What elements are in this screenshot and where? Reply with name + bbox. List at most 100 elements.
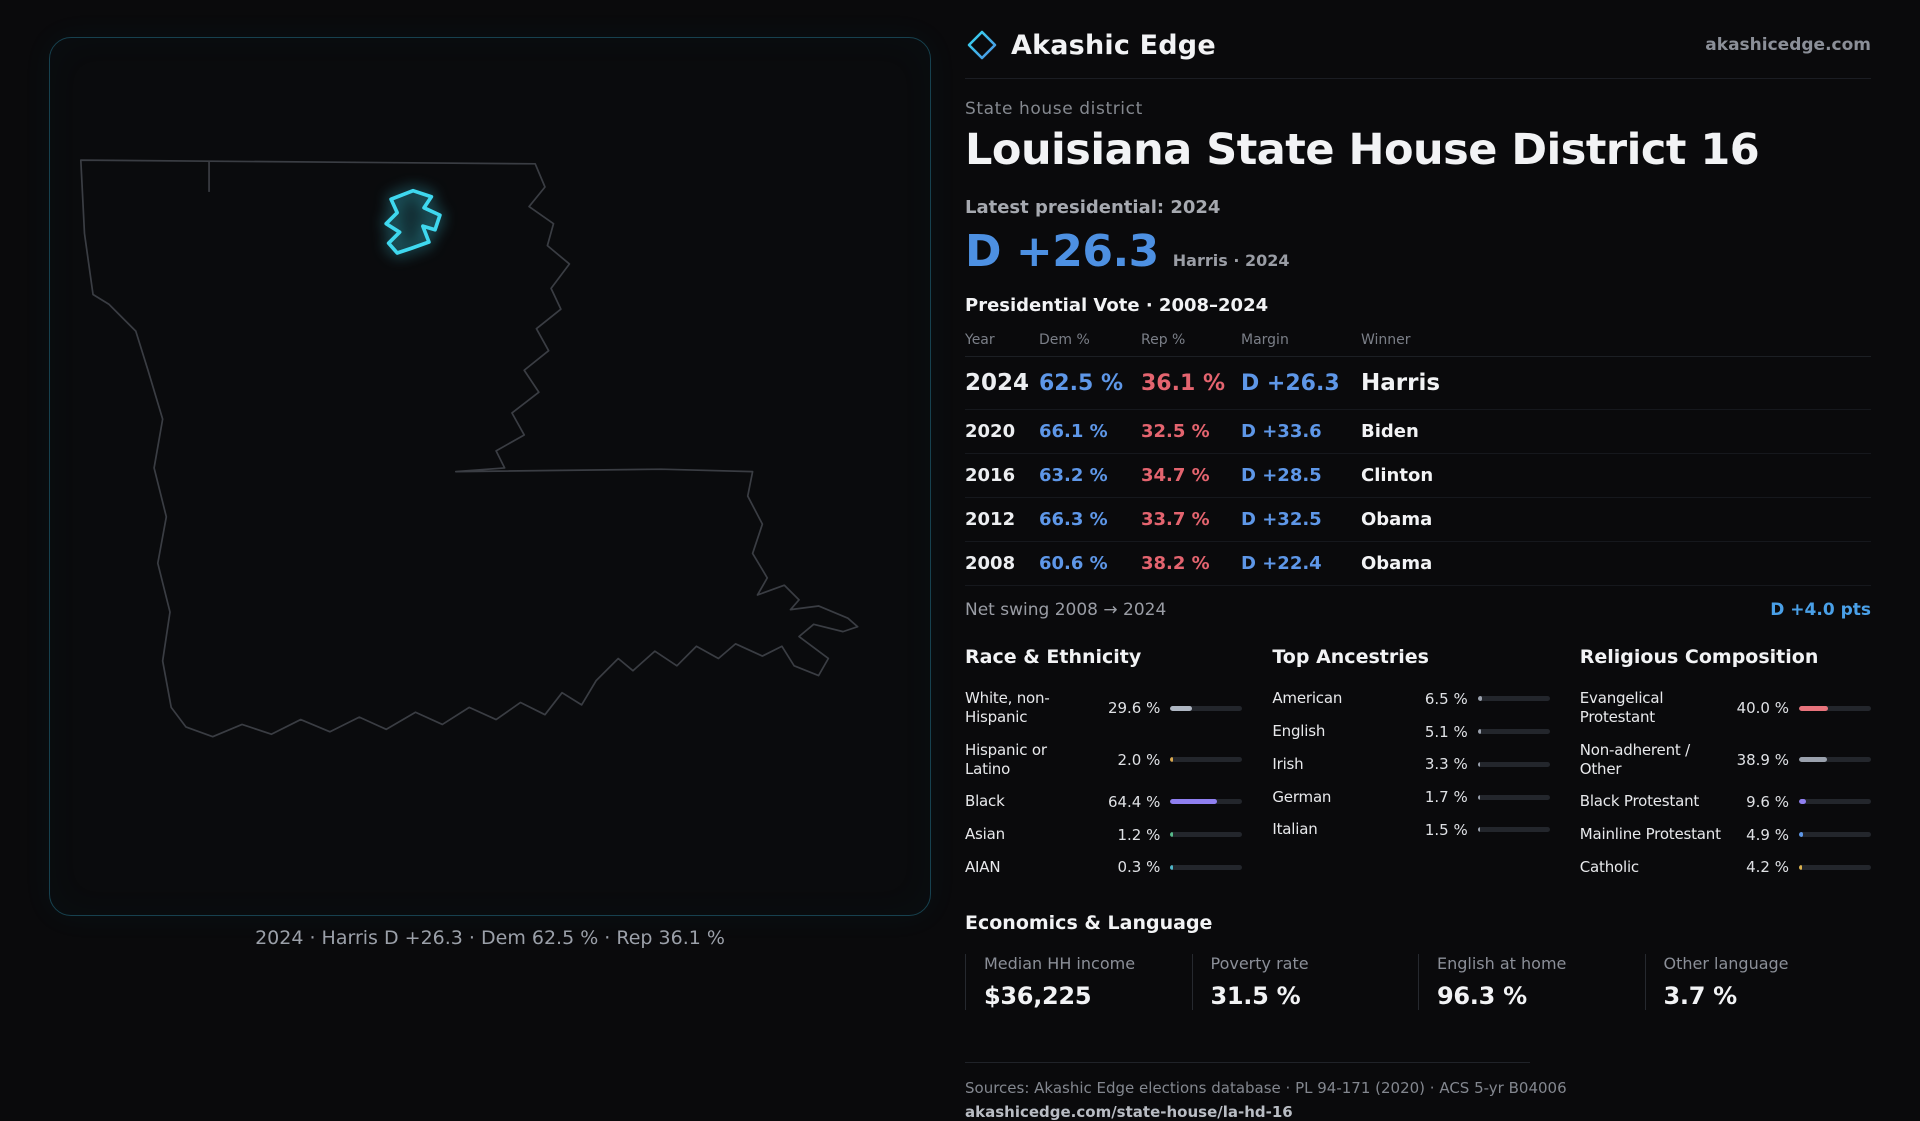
district-16-shape[interactable]: [384, 188, 442, 255]
demo-bar-track: [1170, 864, 1243, 870]
vote-table-header: Year Dem % Rep % Margin Winner: [965, 324, 1871, 358]
table-row-2016: 2016 63.2 % 34.7 % D +28.5 Clinton: [965, 454, 1871, 499]
headline-margin-value: D +26.3: [965, 226, 1159, 278]
cell-winner: Clinton: [1361, 465, 1434, 487]
demo-row: Mainline Protestant 4.9 %: [1580, 818, 1871, 851]
page-title: Louisiana State House District 16: [965, 125, 1760, 175]
stat-value: 96.3 %: [1437, 981, 1527, 1010]
demo-value: 64.4 %: [1107, 792, 1161, 811]
section-race-ethnicity: Race & Ethnicity White, non-Hispanic 29.…: [965, 634, 1243, 884]
vote-table-title: Presidential Vote · 2008–2024: [965, 295, 1269, 317]
demo-row: Non-adherent / Other 38.9 %: [1580, 734, 1871, 786]
demo-value: 9.6 %: [1746, 792, 1789, 811]
demo-value: 0.3 %: [1117, 858, 1161, 877]
footer-url-link[interactable]: akashicedge.com/state-house/la-hd-16: [965, 1102, 1293, 1121]
demo-row: Hispanic or Latino 2.0 %: [965, 734, 1243, 786]
demo-value: 6.5 %: [1424, 689, 1468, 708]
stat-value: $36,225: [984, 981, 1092, 1010]
cell-rep: 38.2 %: [1141, 553, 1210, 575]
section-religious-composition: Religious Composition Evangelical Protes…: [1580, 634, 1871, 883]
demo-label: American: [1272, 689, 1343, 708]
demo-bar-track: [1798, 832, 1871, 838]
demo-bar-track: [1170, 799, 1243, 805]
demo-row: American 6.5 %: [1272, 682, 1550, 715]
demo-bar-track: [1477, 761, 1550, 767]
cell-rep: 36.1 %: [1141, 371, 1225, 397]
demo-label: White, non-Hispanic: [965, 689, 1050, 727]
district-map-panel: [49, 37, 931, 916]
demo-bar-track: [1798, 799, 1871, 805]
district-type-label: State house district: [965, 99, 1143, 119]
cell-winner: Obama: [1361, 553, 1433, 575]
demo-label: Hispanic or Latino: [965, 740, 1047, 778]
cell-year: 2012: [965, 509, 1016, 531]
louisiana-map: [79, 159, 859, 738]
demo-bar-track: [1477, 794, 1550, 800]
demo-label: German: [1272, 787, 1332, 806]
demo-row: Asian 1.2 %: [965, 818, 1243, 851]
demo-label: Catholic: [1579, 857, 1639, 876]
demo-bar-fill: [1798, 864, 1802, 870]
demo-row: English 5.1 %: [1272, 715, 1550, 748]
economics-title: Economics & Language: [965, 911, 1213, 934]
demo-label: Non-adherent / Other: [1579, 740, 1690, 778]
cell-rep: 34.7 %: [1141, 465, 1210, 487]
demo-value: 1.2 %: [1117, 825, 1161, 844]
demo-row: Black 64.4 %: [965, 785, 1243, 818]
demo-value: 4.9 %: [1746, 825, 1789, 844]
demographics-grid: Race & Ethnicity White, non-Hispanic 29.…: [965, 634, 1871, 883]
vote-table: Year Dem % Rep % Margin Winner 2024 62.5…: [965, 324, 1871, 587]
cell-year: 2008: [965, 553, 1016, 575]
cell-margin: D +32.5: [1241, 509, 1322, 531]
demo-value: 2.0 %: [1117, 750, 1161, 769]
stat-other-language: Other language 3.7 %: [1644, 953, 1872, 1010]
stat-label: Other language: [1663, 953, 1789, 973]
net-swing-value: D +4.0 pts: [1770, 600, 1871, 621]
demo-bar-fill: [1170, 799, 1217, 805]
demo-value: 1.7 %: [1424, 788, 1468, 807]
cell-year: 2020: [965, 421, 1016, 443]
brand: Akashic Edge: [965, 28, 1216, 62]
section-top-ancestries: Top Ancestries American 6.5 % English 5.…: [1272, 634, 1550, 883]
demo-bar-track: [1170, 705, 1243, 711]
latest-presidential-label: Latest presidential: 2024: [965, 197, 1221, 219]
demo-label: English: [1272, 722, 1326, 741]
stat-median-hh-income: Median HH income $36,225: [965, 953, 1192, 1010]
cell-winner: Biden: [1361, 421, 1419, 443]
demo-label: Black: [965, 792, 1005, 811]
cell-dem: 66.1 %: [1039, 421, 1108, 443]
stat-poverty-rate: Poverty rate 31.5 %: [1191, 953, 1419, 1010]
stat-label: Poverty rate: [1210, 953, 1309, 973]
headline-margin-row: D +26.3 Harris · 2024: [965, 226, 1871, 277]
demo-bar-track: [1170, 832, 1243, 838]
demo-bar-track: [1477, 696, 1550, 702]
demo-value: 5.1 %: [1424, 722, 1468, 741]
demo-row: German 1.7 %: [1272, 781, 1550, 814]
demo-bar-fill: [1798, 757, 1827, 763]
demo-row: AIAN 0.3 %: [965, 851, 1243, 884]
brand-domain-link[interactable]: akashicedge.com: [1705, 35, 1871, 55]
demo-value: 1.5 %: [1424, 820, 1468, 839]
stat-label: English at home: [1437, 953, 1567, 973]
footer: Sources: Akashic Edge elections database…: [965, 1061, 1871, 1121]
stat-value: 3.7 %: [1663, 981, 1738, 1010]
cell-dem: 66.3 %: [1039, 509, 1108, 531]
section-title: Religious Composition: [1579, 646, 1819, 669]
demo-row: Irish 3.3 %: [1272, 748, 1550, 781]
demo-bar-track: [1798, 757, 1871, 763]
col-winner: Winner: [1361, 332, 1411, 349]
table-row-2024: 2024 62.5 % 36.1 % D +26.3 Harris: [965, 357, 1871, 411]
demo-bar-track: [1477, 729, 1550, 735]
cell-rep: 33.7 %: [1141, 509, 1210, 531]
demo-row: Black Protestant 9.6 %: [1580, 785, 1871, 818]
stat-label: Median HH income: [984, 953, 1136, 973]
col-year: Year: [965, 332, 995, 349]
demo-label: Evangelical Protestant: [1579, 689, 1664, 727]
cell-dem: 63.2 %: [1039, 465, 1108, 487]
demo-value: 4.2 %: [1746, 858, 1789, 877]
demo-bar-track: [1170, 757, 1243, 763]
demo-bar-fill: [1170, 757, 1173, 763]
section-title: Top Ancestries: [1272, 646, 1429, 669]
demo-bar-track: [1477, 827, 1550, 833]
detail-panel: Akashic Edge akashicedge.com State house…: [965, 28, 1871, 1121]
